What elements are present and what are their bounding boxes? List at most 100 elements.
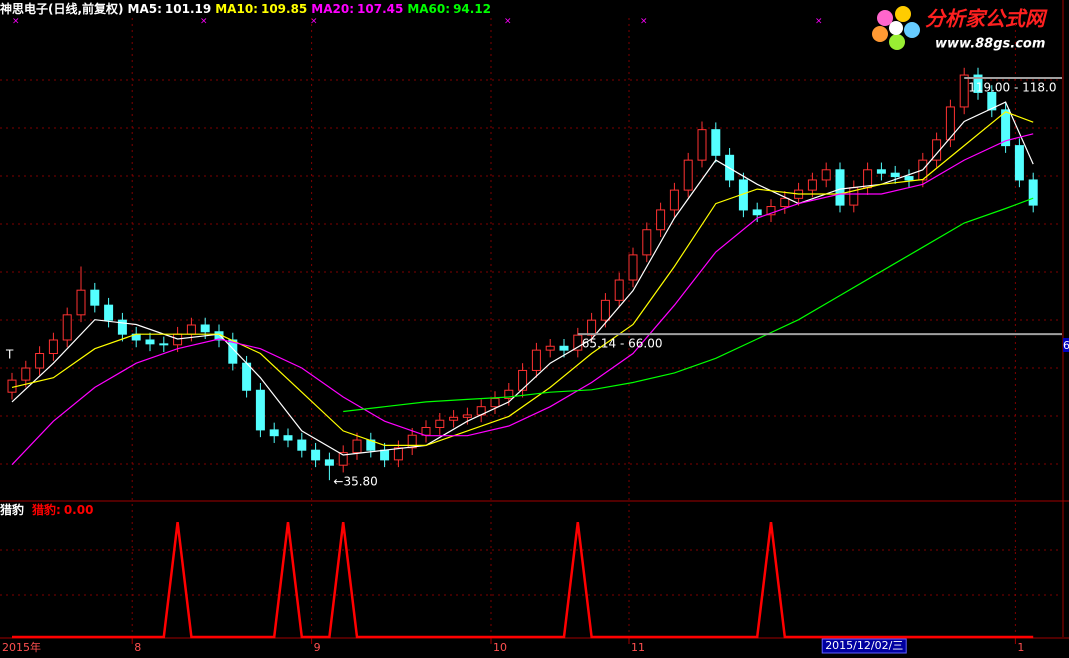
- candle-body: [697, 129, 707, 161]
- candle-body: [1028, 179, 1038, 206]
- candle-body: [987, 91, 997, 111]
- indicator-line: [12, 522, 1034, 639]
- logo: 分析家公式网 www.88gs.com: [872, 6, 1048, 52]
- candles: [7, 67, 1038, 481]
- edge-text: 6: [1063, 339, 1069, 352]
- cursor-label: 2015/12/02/三: [825, 639, 903, 652]
- candle-body: [421, 426, 431, 436]
- candle-body: [297, 439, 307, 451]
- legend-name: MA10:: [215, 2, 258, 16]
- candle-body: [338, 452, 348, 466]
- candle-body: [145, 339, 155, 345]
- candle-body: [628, 254, 638, 281]
- candle-body: [711, 129, 721, 156]
- candle-body: [311, 449, 321, 461]
- candle-body: [435, 419, 445, 428]
- candle-body: [656, 209, 666, 231]
- candle-body: [780, 197, 790, 208]
- header: 神思电子(日线,前复权) MA5: 101.19 MA10: 109.85 MA20: 10…: [0, 1, 491, 16]
- ma-line: [11, 111, 1034, 446]
- candle-body: [876, 169, 886, 174]
- candle-body: [890, 172, 900, 178]
- x-tick-label: 11: [631, 641, 645, 654]
- legend-name: MA5:: [128, 2, 162, 16]
- candle-body: [518, 369, 528, 391]
- ma-line: [11, 133, 1034, 466]
- candle-body: [462, 414, 472, 418]
- candle-body: [407, 434, 417, 449]
- x-tick-label: 8: [134, 641, 141, 654]
- candle-body: [1014, 145, 1024, 181]
- candle-body: [117, 319, 127, 335]
- logo-title: 分析家公式网: [925, 7, 1048, 31]
- candle-body: [104, 304, 114, 321]
- candle-body: [904, 176, 914, 181]
- ma-line: [11, 101, 1034, 456]
- annotation: ←35.80: [333, 475, 377, 489]
- candle-body: [490, 397, 500, 408]
- marker: ×: [200, 17, 208, 27]
- candle-body: [324, 459, 334, 466]
- candle-body: [159, 343, 169, 346]
- candle-body: [587, 319, 597, 336]
- candle-body: [1001, 109, 1011, 147]
- edge-box: [1063, 338, 1069, 352]
- logo-url: www.88gs.com: [935, 37, 1045, 52]
- candle-body: [504, 389, 514, 399]
- candle-body: [283, 435, 293, 441]
- candle-body: [531, 349, 541, 371]
- candle-body: [835, 169, 845, 206]
- candle-body: [821, 169, 831, 181]
- candle-body: [683, 159, 693, 191]
- candle-body: [35, 353, 45, 369]
- candle-body: [200, 324, 210, 333]
- candle-body: [559, 345, 569, 351]
- indicator-header: 猎豹 猎豹: 0.00: [0, 502, 93, 517]
- x-tick-label: 1: [1017, 641, 1024, 654]
- ma-line: [343, 197, 1034, 413]
- candle-body: [932, 139, 942, 161]
- candle-body: [973, 74, 983, 93]
- candle-body: [255, 389, 265, 431]
- indicator-name: 猎豹:: [32, 502, 61, 517]
- candle-body: [600, 299, 610, 321]
- legend-name: MA60:: [407, 2, 450, 16]
- candle-body: [945, 106, 955, 141]
- x-tick-label: 9: [314, 641, 321, 654]
- legend-value: 94.12: [453, 2, 491, 16]
- candle-body: [380, 449, 390, 461]
- candle-body: [242, 362, 252, 391]
- annotation: 119.00 - 118.0: [968, 80, 1056, 94]
- candle-body: [21, 367, 31, 381]
- legend-value: 109.85: [261, 2, 307, 16]
- candle-body: [614, 279, 624, 301]
- candle-body: [269, 429, 279, 437]
- candle-body: [766, 206, 776, 216]
- candle-body: [393, 447, 403, 461]
- candle-body: [186, 324, 196, 335]
- indicator-value: 0.00: [64, 503, 94, 517]
- x-tick-label: 2015年: [2, 640, 41, 654]
- cursor-box: [821, 638, 907, 654]
- candle-body: [48, 339, 58, 355]
- chart-title: 神思电子(日线,前复权): [0, 1, 124, 16]
- marker: ×: [310, 17, 318, 27]
- candle-body: [752, 209, 762, 216]
- marker: ×: [504, 17, 512, 27]
- marker: ×: [640, 17, 648, 27]
- marker-text: T: [5, 348, 14, 362]
- candle-body: [807, 179, 817, 191]
- candle-body: [90, 289, 100, 306]
- indicator-title: 猎豹: [0, 502, 24, 517]
- legend-value: 101.19: [165, 2, 211, 16]
- x-tick-label: 10: [493, 641, 507, 654]
- top-markers: × × × × × ×: [12, 17, 823, 27]
- candle-body: [642, 229, 652, 256]
- candle-body: [545, 345, 555, 351]
- candle-body: [62, 314, 72, 341]
- candle-body: [959, 74, 969, 108]
- candle-body: [573, 334, 583, 351]
- candle-body: [352, 439, 362, 454]
